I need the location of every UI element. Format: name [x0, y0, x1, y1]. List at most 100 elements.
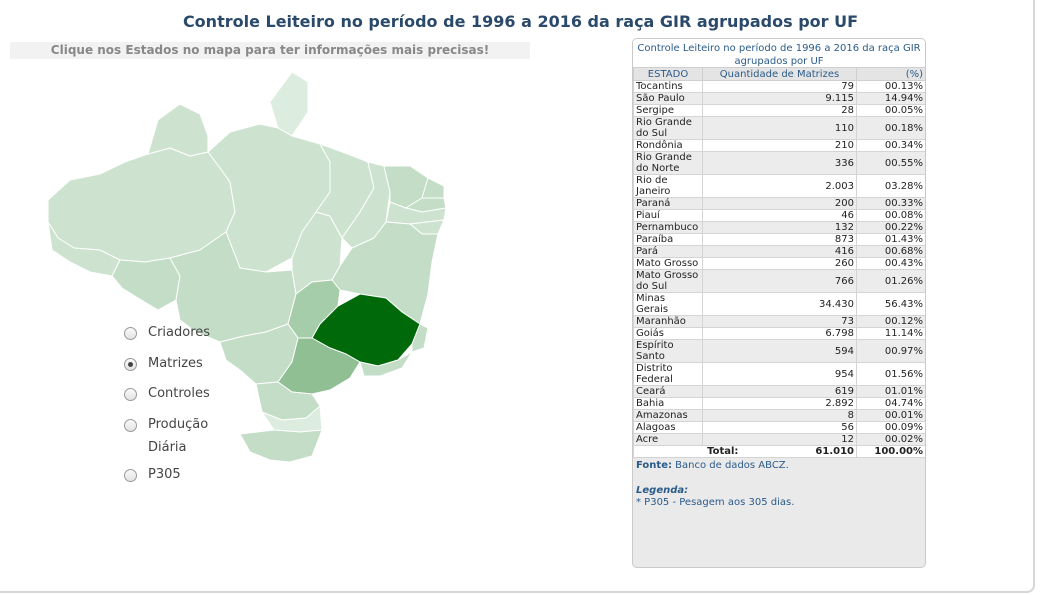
data-table: ESTADO Quantidade de Matrizes (%) Tocant…	[633, 67, 925, 458]
cell-qty: 619	[702, 385, 857, 398]
table-row: Rondônia 210 00.34%	[633, 139, 925, 152]
cell-state: Pernambuco	[633, 221, 703, 234]
cell-pct: 00.02%	[856, 433, 925, 446]
option-p305[interactable]: P305	[124, 466, 181, 486]
cell-state: Sergipe	[633, 104, 703, 117]
total-qty: 61.010	[815, 446, 854, 457]
state-roraima[interactable]	[147, 103, 209, 157]
cell-pct: 11.14%	[856, 327, 925, 340]
table-row: São Paulo 9.115 14.94%	[633, 92, 925, 105]
cell-state: Rio de Janeiro	[633, 174, 703, 198]
total-label: Total:	[707, 446, 739, 457]
state-amapa[interactable]	[269, 71, 309, 137]
cell-qty: 766	[702, 269, 857, 293]
table-row: Minas Gerais 34.430 56.43%	[633, 292, 925, 316]
radio-producao-diaria[interactable]	[124, 419, 137, 432]
legend-label: Legenda:	[636, 485, 689, 496]
option-label: Controles	[148, 386, 210, 401]
legend-text: * P305 - Pesagem aos 305 dias.	[636, 497, 795, 508]
cell-state: Ceará	[633, 385, 703, 398]
cell-qty: 8	[702, 409, 857, 422]
cell-state: Espírito Santo	[633, 339, 703, 363]
table-row: Rio Grande do Norte 336 00.55%	[633, 151, 925, 175]
cell-qty: 210	[702, 139, 857, 152]
cell-state: São Paulo	[633, 92, 703, 105]
cell-qty: 2.003	[702, 174, 857, 198]
cell-pct: 00.55%	[856, 151, 925, 175]
cell-qty: 110	[702, 116, 857, 140]
cell-pct: 00.08%	[856, 209, 925, 222]
cell-pct: 00.12%	[856, 315, 925, 328]
cell-state: Paraná	[633, 197, 703, 210]
cell-pct: 00.97%	[856, 339, 925, 363]
cell-qty: 9.115	[702, 92, 857, 105]
state-rio-grande-do-sul[interactable]	[239, 429, 323, 462]
panel-title: Controle Leiteiro no período de 1996 a 2…	[633, 39, 925, 67]
option-label: Produção Diária	[148, 417, 209, 455]
radio-p305[interactable]	[124, 469, 137, 482]
state-espirito-santo[interactable]	[411, 323, 429, 353]
table-row: Mato Grosso do Sul 766 01.26%	[633, 269, 925, 293]
brazil-map	[30, 62, 450, 462]
table-row: Pará 416 00.68%	[633, 245, 925, 258]
table-row: Goiás 6.798 11.14%	[633, 327, 925, 340]
table-row: Pernambuco 132 00.22%	[633, 221, 925, 234]
total-row: Total: 61.010 100.00%	[633, 445, 925, 458]
table-row: Maranhão 73 00.12%	[633, 315, 925, 328]
option-controles[interactable]: Controles	[124, 385, 210, 405]
state-rio-de-janeiro[interactable]	[359, 351, 413, 377]
cell-qty: 954	[702, 362, 857, 386]
cell-qty: 28	[702, 104, 857, 117]
data-panel: Controle Leiteiro no período de 1996 a 2…	[632, 38, 926, 568]
brazil-map-svg	[47, 71, 447, 462]
option-label: Criadores	[148, 325, 211, 340]
header-qty: Quantidade de Matrizes	[702, 67, 857, 81]
cell-state: Acre	[633, 433, 703, 446]
option-criadores[interactable]: Criadores	[124, 324, 210, 344]
option-producao-diaria[interactable]: Produção Diária	[124, 416, 218, 459]
cell-state: Bahia	[633, 397, 703, 410]
cell-pct: 00.09%	[856, 421, 925, 434]
cell-pct: 14.94%	[856, 92, 925, 105]
cell-state: Paraíba	[633, 233, 703, 246]
cell-pct: 00.13%	[856, 80, 925, 93]
cell-pct: 00.22%	[856, 221, 925, 234]
option-label: P305	[148, 467, 181, 482]
cell-state: Amazonas	[633, 409, 703, 422]
table-row: Tocantins 79 00.13%	[633, 80, 925, 93]
cell-pct: 01.56%	[856, 362, 925, 386]
cell-pct: 00.43%	[856, 257, 925, 270]
cell-state: Tocantins	[633, 80, 703, 93]
cell-state: Minas Gerais	[633, 292, 703, 316]
cell-qty: 2.892	[702, 397, 857, 410]
cell-qty: 132	[702, 221, 857, 234]
option-matrizes[interactable]: Matrizes	[124, 355, 203, 375]
cell-state: Alagoas	[633, 421, 703, 434]
legend-note: Legenda: * P305 - Pesagem aos 305 dias.	[633, 471, 925, 509]
table-row: Rio Grande do Sul 110 00.18%	[633, 116, 925, 140]
table-row: Distrito Federal 954 01.56%	[633, 362, 925, 386]
cell-state: Maranhão	[633, 315, 703, 328]
table-row: Rio de Janeiro 2.003 03.28%	[633, 174, 925, 198]
cell-state: Rondônia	[633, 139, 703, 152]
source-text: Banco de dados ABCZ.	[671, 460, 789, 471]
table-row: Piauí 46 00.08%	[633, 209, 925, 222]
state-rondonia[interactable]	[111, 257, 181, 311]
cell-qty: 336	[702, 151, 857, 175]
cell-pct: 00.33%	[856, 197, 925, 210]
cell-pct: 01.01%	[856, 385, 925, 398]
cell-state: Pará	[633, 245, 703, 258]
radio-criadores[interactable]	[124, 327, 137, 340]
radio-matrizes[interactable]	[124, 358, 137, 371]
source-note: Fonte: Banco de dados ABCZ.	[633, 458, 925, 471]
cell-qty: 260	[702, 257, 857, 270]
cell-qty: 12	[702, 433, 857, 446]
cell-qty: 56	[702, 421, 857, 434]
table-row: Espírito Santo 594 00.97%	[633, 339, 925, 363]
header-state: ESTADO	[633, 67, 703, 81]
table-row: Sergipe 28 00.05%	[633, 104, 925, 117]
radio-controles[interactable]	[124, 388, 137, 401]
table-row: Acre 12 00.02%	[633, 433, 925, 446]
total-pct: 100.00%	[856, 445, 925, 458]
